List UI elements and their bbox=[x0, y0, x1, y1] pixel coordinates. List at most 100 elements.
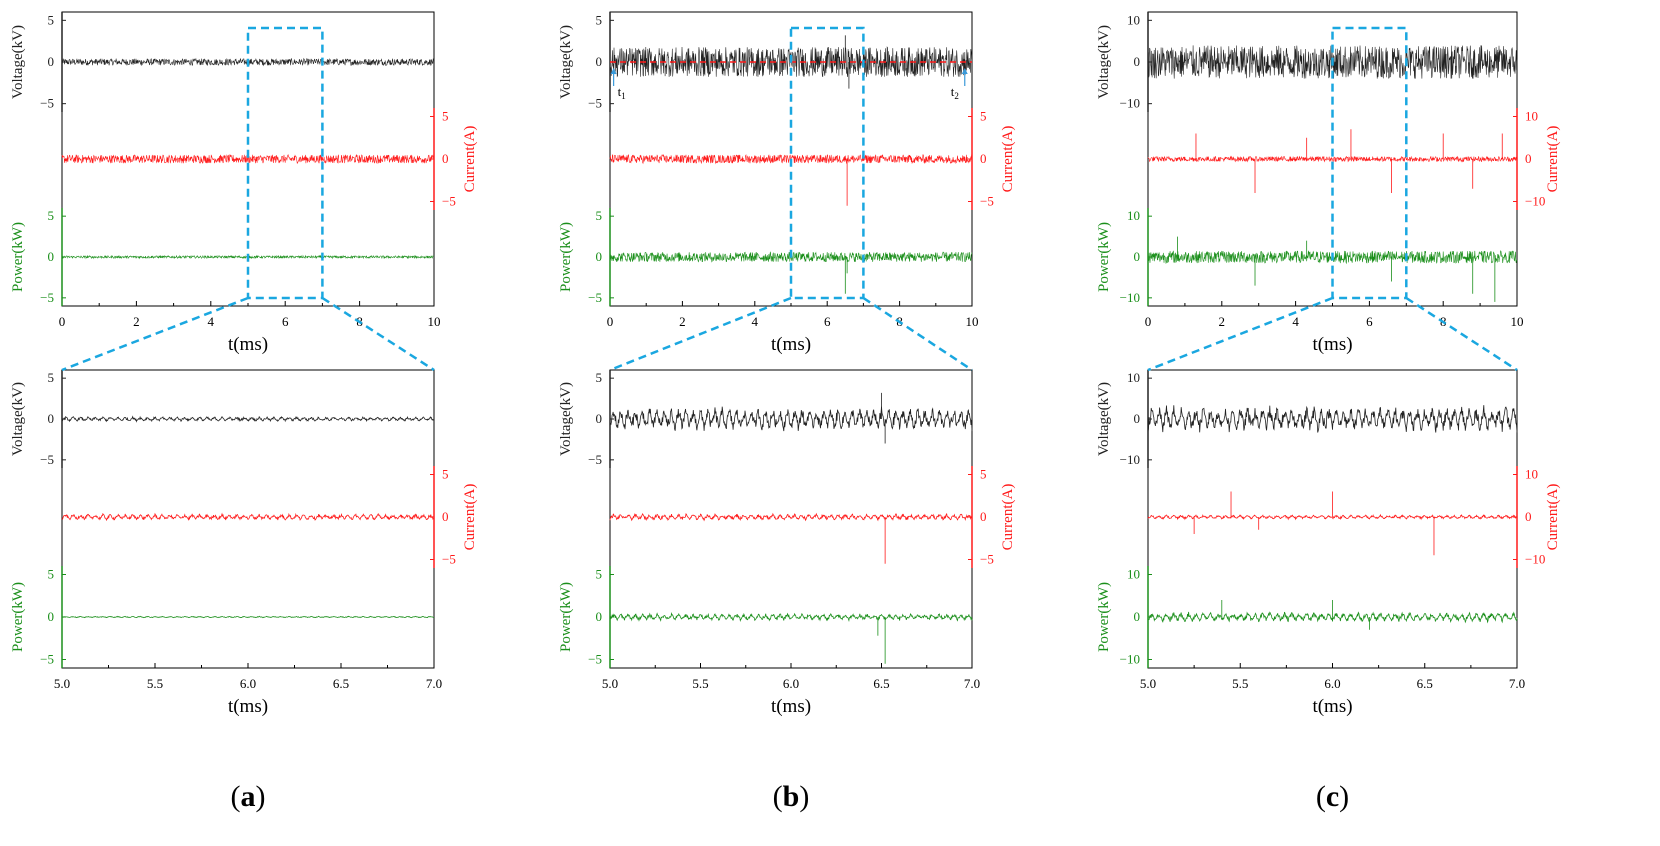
y-tick-label: 0 bbox=[48, 54, 55, 69]
x-tick-label: 6.0 bbox=[240, 676, 256, 691]
y-tick-label: −10 bbox=[1120, 290, 1140, 305]
y-axis-label-power: Power(kW) bbox=[558, 222, 574, 292]
x-axis-label: t(ms) bbox=[228, 334, 268, 355]
y-tick-label: 5 bbox=[48, 12, 55, 27]
chart-b-zoom: 5.0 5.5 6.0 6.5 7.0 t(ms) 5 0 −5 Voltage(kV) 5 0 −5 C… bbox=[558, 369, 1016, 717]
trace-current bbox=[609, 512, 973, 522]
y-axis-label-current: Current(A) bbox=[462, 484, 478, 551]
x-tick-label: 0 bbox=[607, 314, 614, 329]
trace-power bbox=[609, 251, 973, 263]
y-tick-label: 5 bbox=[596, 567, 603, 582]
y-axis-label-current: Current(A) bbox=[462, 126, 478, 193]
x-tick-label: 6 bbox=[824, 314, 831, 329]
y-axis-label-current: Current(A) bbox=[1000, 484, 1016, 551]
y-tick-label: 0 bbox=[1134, 54, 1141, 69]
panel-label-c: (c) bbox=[1316, 780, 1349, 813]
x-axis-label: t(ms) bbox=[1312, 334, 1352, 355]
y-tick-label: 5 bbox=[442, 109, 449, 124]
trace-power bbox=[1147, 611, 1518, 624]
panel-label-a: (a) bbox=[231, 780, 266, 813]
x-axis-label: t(ms) bbox=[1312, 696, 1352, 717]
y-tick-label: −5 bbox=[980, 194, 994, 209]
y-tick-label: −10 bbox=[1120, 452, 1140, 467]
y-tick-label: −10 bbox=[1525, 194, 1545, 209]
x-tick-label: 6.0 bbox=[783, 676, 799, 691]
marker-arrowhead bbox=[610, 68, 617, 74]
y-tick-label: 10 bbox=[1525, 467, 1538, 482]
marker-arrowhead bbox=[961, 68, 968, 74]
chart-c-zoom: 5.0 5.5 6.0 6.5 7.0 t(ms) 10 0 −10 Voltage(kV) 10 0… bbox=[1096, 369, 1561, 717]
zoom-indicator-a bbox=[61, 26, 435, 372]
chart-a-full: 0246810t(ms)50−5Voltage(kV)50−5Current(A… bbox=[10, 11, 478, 355]
trace-power bbox=[61, 615, 434, 619]
x-tick-label: 10 bbox=[1511, 314, 1524, 329]
zoom-box bbox=[1331, 26, 1408, 300]
x-tick-label: 6.5 bbox=[333, 676, 349, 691]
y-axis-label-power: Power(kW) bbox=[558, 582, 574, 652]
x-tick-label: 2 bbox=[133, 314, 140, 329]
trace-power bbox=[609, 612, 973, 622]
y-tick-label: −10 bbox=[1120, 96, 1140, 111]
y-tick-label: −5 bbox=[588, 290, 602, 305]
x-tick-label: 5.5 bbox=[1232, 676, 1248, 691]
y-tick-label: 0 bbox=[596, 609, 603, 624]
y-axis-label-voltage: Voltage(kV) bbox=[10, 382, 26, 456]
x-tick-label: 6 bbox=[1366, 314, 1373, 329]
marker-label: t1 bbox=[618, 84, 626, 101]
y-axis-label-voltage: Voltage(kV) bbox=[558, 382, 574, 456]
y-axis-label-current: Current(A) bbox=[1545, 126, 1561, 193]
y-tick-label: 0 bbox=[980, 509, 987, 524]
zoom-connector-right bbox=[321, 296, 435, 372]
y-tick-label: −5 bbox=[40, 652, 54, 667]
zoom-indicator-c bbox=[1147, 26, 1518, 372]
zoom-box bbox=[246, 26, 324, 300]
trace-voltage bbox=[609, 406, 973, 432]
x-tick-label: 10 bbox=[966, 314, 979, 329]
y-tick-label: −5 bbox=[588, 452, 602, 467]
zoom-indicator-b bbox=[609, 26, 973, 372]
trace-voltage bbox=[1147, 405, 1518, 433]
x-tick-label: 5.5 bbox=[692, 676, 708, 691]
y-tick-label: 0 bbox=[1134, 249, 1141, 264]
y-tick-label: 0 bbox=[48, 609, 55, 624]
y-tick-label: 5 bbox=[980, 109, 987, 124]
x-tick-label: 10 bbox=[428, 314, 441, 329]
x-tick-label: 5.0 bbox=[54, 676, 70, 691]
y-tick-label: −5 bbox=[40, 290, 54, 305]
trace-current bbox=[1147, 513, 1518, 521]
chart-c-full: 0246810t(ms)100−10Voltage(kV)100−10Curre… bbox=[1096, 11, 1561, 355]
x-axis-label: t(ms) bbox=[228, 696, 268, 717]
y-tick-label: 5 bbox=[48, 208, 55, 223]
y-tick-label: 0 bbox=[48, 411, 55, 426]
zoom-connector-right bbox=[862, 296, 973, 372]
x-tick-label: 4 bbox=[208, 314, 215, 329]
zoom-connector-right bbox=[1405, 296, 1518, 372]
y-tick-label: 10 bbox=[1127, 567, 1140, 582]
y-tick-label: 0 bbox=[596, 411, 603, 426]
y-tick-label: −5 bbox=[40, 452, 54, 467]
panel-label-b: (b) bbox=[773, 780, 810, 813]
x-tick-label: 6.5 bbox=[873, 676, 889, 691]
y-axis-label-power: Power(kW) bbox=[10, 582, 26, 652]
y-tick-label: −5 bbox=[588, 96, 602, 111]
y-axis-label-voltage: Voltage(kV) bbox=[558, 25, 574, 99]
trace-voltage bbox=[609, 46, 973, 78]
x-tick-label: 0 bbox=[1145, 314, 1152, 329]
x-tick-label: 6.5 bbox=[1417, 676, 1433, 691]
y-axis-label-current: Current(A) bbox=[1545, 484, 1561, 551]
y-tick-label: 10 bbox=[1127, 208, 1140, 223]
y-tick-label: 5 bbox=[980, 467, 987, 482]
y-tick-label: 0 bbox=[442, 151, 449, 166]
x-tick-label: 4 bbox=[1292, 314, 1299, 329]
y-tick-label: 5 bbox=[596, 370, 603, 385]
y-axis-label-voltage: Voltage(kV) bbox=[1096, 382, 1112, 456]
y-tick-label: −5 bbox=[588, 652, 602, 667]
y-tick-label: 0 bbox=[1525, 509, 1532, 524]
zoom-connector-left bbox=[61, 296, 249, 372]
x-tick-label: 5.0 bbox=[602, 676, 618, 691]
y-tick-label: 5 bbox=[48, 567, 55, 582]
trace-current bbox=[61, 512, 435, 522]
y-axis-label-power: Power(kW) bbox=[10, 222, 26, 292]
y-tick-label: 0 bbox=[596, 249, 603, 264]
